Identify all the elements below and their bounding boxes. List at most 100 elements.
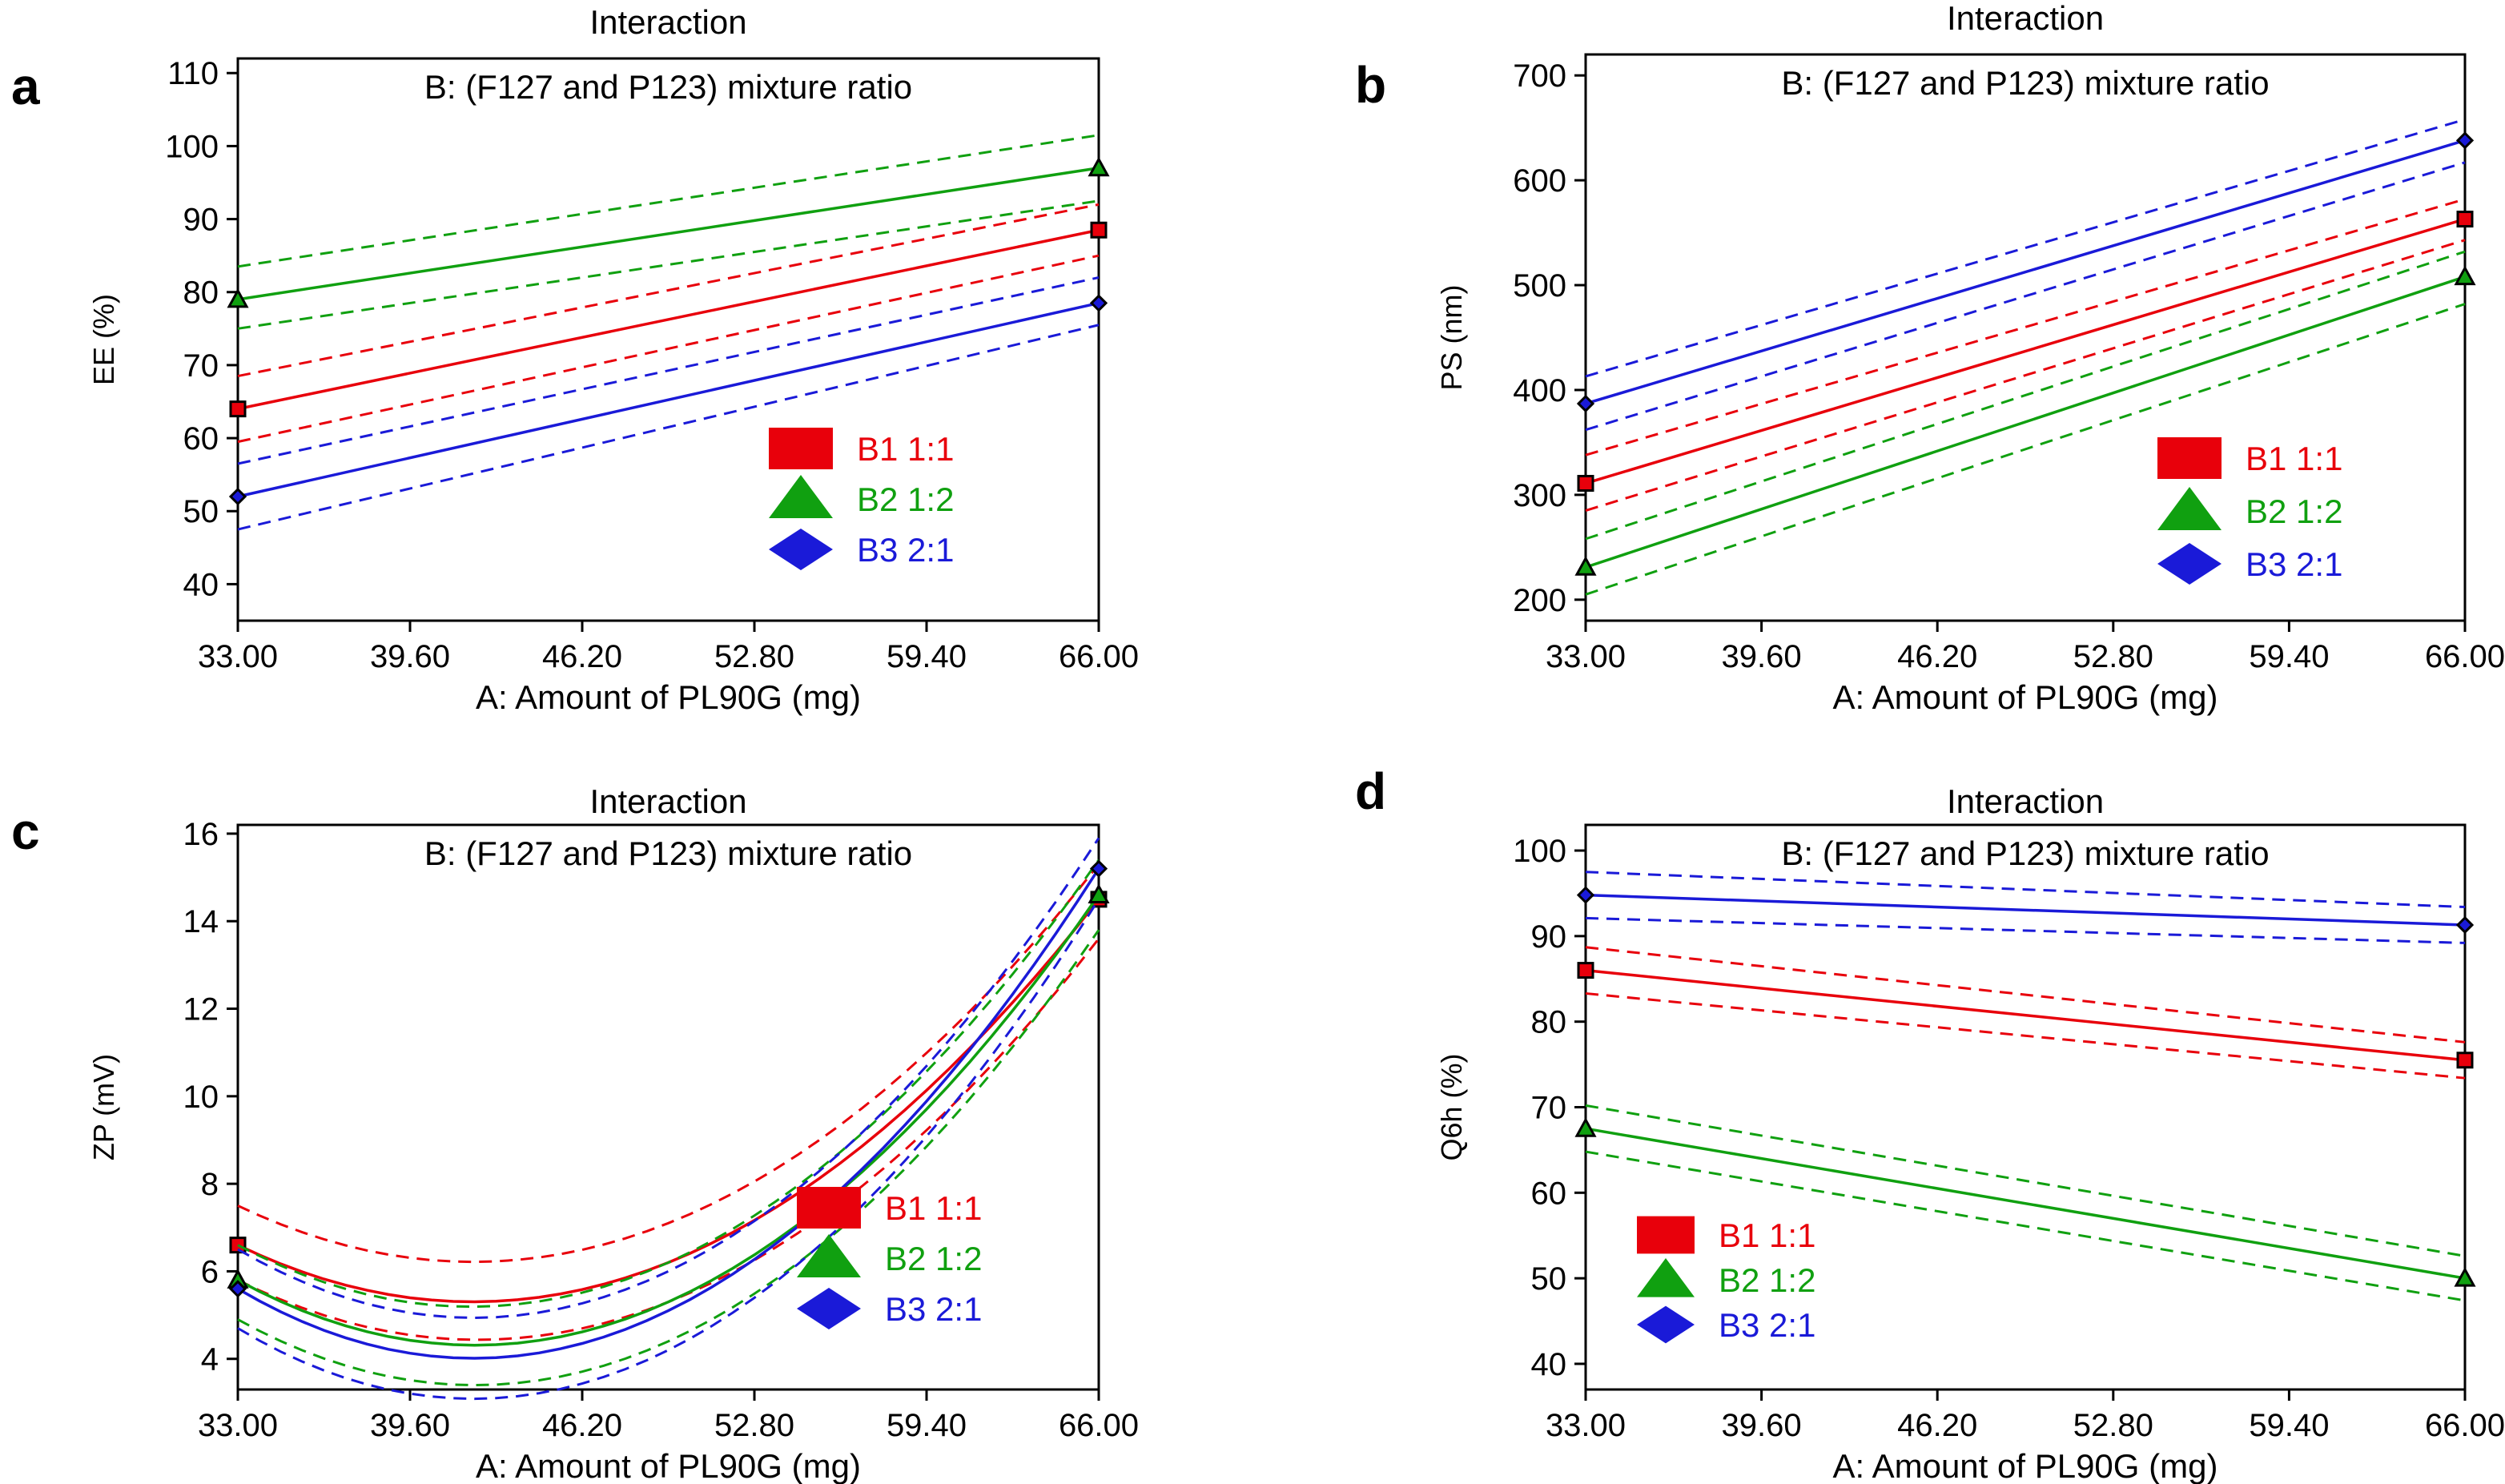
y-tick-label: 700 — [1513, 58, 1566, 94]
y-tick-label: 80 — [183, 275, 219, 311]
legend-marker-B3 — [797, 1288, 861, 1329]
plot-frame — [236, 823, 1100, 1391]
y-tick-label: 110 — [167, 56, 219, 91]
y-tick-label: 90 — [1531, 919, 1567, 955]
x-axis-label: A: Amount of PL90G (mg) — [476, 678, 861, 716]
x-tick-label: 59.40 — [2249, 1408, 2329, 1443]
legend-marker-B1 — [1637, 1216, 1695, 1254]
y-tick-label: 70 — [1531, 1091, 1567, 1126]
data-point-B3 — [1576, 394, 1595, 413]
ci-lower-B2 — [1585, 303, 2466, 596]
y-tick-label: 8 — [201, 1167, 219, 1202]
y-axis-label: Q6h (%) — [1435, 1053, 1468, 1160]
y-tick-label: 40 — [183, 567, 219, 602]
series-line-B2 — [1585, 1127, 2466, 1280]
chart-subtitle: B: (F127 and P123) mixture ratio — [424, 834, 912, 872]
ci-lower-B3 — [237, 324, 1100, 531]
y-tick-label: 40 — [1531, 1347, 1567, 1382]
legend-label-B2: B2 1:2 — [1719, 1261, 1815, 1299]
data-point-B3 — [228, 487, 247, 506]
x-axis-label: A: Amount of PL90G (mg) — [1833, 678, 2218, 716]
chart-title: Interaction — [589, 782, 746, 820]
series-line-B2 — [1585, 275, 2466, 569]
legend-label-B1: B1 1:1 — [885, 1189, 982, 1227]
legend-label-B2: B2 1:2 — [857, 481, 954, 518]
chart-subtitle: B: (F127 and P123) mixture ratio — [424, 68, 912, 106]
x-tick-label: 46.20 — [542, 1408, 622, 1443]
panel-b-letter: b — [1355, 56, 1386, 114]
data-point-B1 — [229, 400, 247, 418]
x-tick-label: 46.20 — [1897, 1408, 1977, 1443]
ci-upper-B3 — [1585, 118, 2466, 378]
legend-marker-B1 — [769, 428, 833, 469]
y-tick-label: 100 — [1513, 834, 1566, 869]
y-tick-label: 100 — [165, 129, 219, 164]
data-point-B1 — [1577, 962, 1594, 979]
panel-b: b Interaction B: (F127 and P123) mixture … — [1355, 0, 2505, 716]
data-point-B1 — [229, 1237, 247, 1254]
y-axis-label: EE (%) — [87, 294, 120, 385]
ci-upper-B3 — [237, 837, 1100, 1320]
legend-marker-B2 — [1637, 1258, 1695, 1297]
data-point-B3 — [1576, 886, 1595, 904]
legend-marker-B2 — [797, 1234, 861, 1277]
x-tick-label: 66.00 — [2425, 1408, 2505, 1443]
panel-a: a Interaction B: (F127 and P123) mixture … — [11, 3, 1139, 716]
series-line-B3 — [237, 301, 1100, 498]
panel-a-letter: a — [11, 58, 40, 115]
y-axis-label: PS (nm) — [1435, 284, 1468, 390]
ci-lower-B1 — [237, 254, 1100, 444]
chart-title: Interaction — [589, 3, 746, 41]
x-axis-label: A: Amount of PL90G (mg) — [1833, 1447, 2218, 1484]
plot-frame — [236, 57, 1100, 622]
y-tick-label: 6 — [201, 1254, 219, 1289]
panel-c-letter: c — [11, 802, 40, 860]
x-tick-label: 52.80 — [2073, 639, 2153, 674]
ci-lower-B3 — [1585, 916, 2466, 944]
chart-subtitle: B: (F127 and P123) mixture ratio — [1781, 834, 2269, 872]
series-line-B1 — [237, 228, 1100, 411]
series-line-B2 — [237, 894, 1100, 1347]
series-line-B1 — [1585, 968, 2466, 1062]
series-line-B1 — [1585, 217, 2466, 485]
x-tick-label: 39.60 — [1722, 639, 1802, 674]
x-tick-label: 52.80 — [714, 1408, 794, 1443]
ci-upper-B3 — [1585, 871, 2466, 909]
ci-upper-B2 — [1585, 1104, 2466, 1257]
x-tick-label: 59.40 — [887, 1408, 967, 1443]
plot-frame — [1584, 53, 2467, 622]
ci-upper-B2 — [1585, 250, 2466, 541]
y-tick-label: 600 — [1513, 163, 1566, 199]
data-point-B2 — [1574, 1117, 1597, 1137]
x-tick-label: 66.00 — [1059, 1408, 1139, 1443]
chart-title: Interaction — [1947, 0, 2104, 37]
ci-upper-B3 — [237, 276, 1100, 465]
panel-c: c Interaction B: (F127 and P123) mixture … — [11, 782, 1139, 1484]
chart-title: Interaction — [1947, 782, 2104, 820]
x-tick-label: 33.00 — [198, 1408, 278, 1443]
data-point-B1 — [1577, 474, 1594, 492]
legend-marker-B2 — [769, 475, 833, 518]
data-point-B2 — [1088, 156, 1110, 177]
legend-marker-B1 — [2157, 437, 2222, 479]
ci-lower-B1 — [1585, 239, 2466, 512]
y-tick-label: 10 — [183, 1080, 219, 1115]
y-tick-label: 50 — [1531, 1261, 1567, 1297]
data-point-B2 — [2454, 1267, 2476, 1287]
series-line-B3 — [237, 867, 1100, 1360]
legend-marker-B1 — [797, 1187, 861, 1229]
ci-lower-B2 — [237, 199, 1100, 330]
ci-lower-B2 — [237, 929, 1100, 1387]
data-point-B3 — [1089, 294, 1108, 312]
y-tick-label: 500 — [1513, 268, 1566, 304]
y-tick-label: 12 — [183, 992, 219, 1028]
legend-label-B1: B1 1:1 — [1719, 1217, 1815, 1254]
x-tick-label: 39.60 — [370, 1408, 450, 1443]
x-tick-label: 33.00 — [1546, 1408, 1626, 1443]
x-tick-label: 52.80 — [2073, 1408, 2153, 1443]
panel-d: d Interaction B: (F127 and P123) mixture … — [1355, 762, 2505, 1484]
x-tick-label: 66.00 — [2425, 639, 2505, 674]
ci-lower-B3 — [1585, 161, 2466, 432]
y-tick-label: 90 — [183, 203, 219, 238]
